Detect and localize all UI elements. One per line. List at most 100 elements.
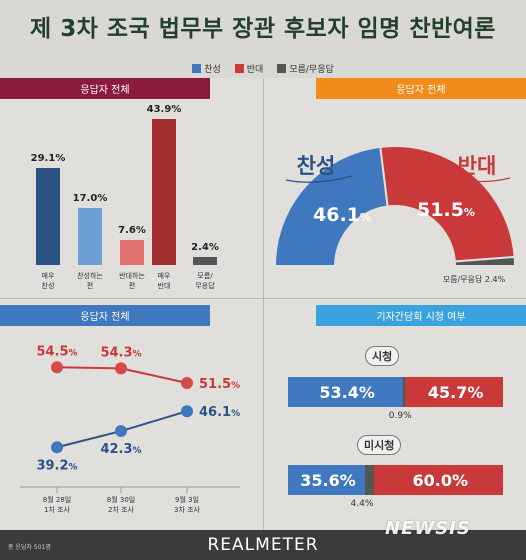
stacked-segment-label: 35.6%: [300, 471, 356, 490]
detail-bar-category: 매우 찬성: [41, 272, 55, 290]
point-value: 54.5: [36, 344, 68, 359]
legend-item-support: 찬성: [192, 60, 221, 76]
point-value: 51.5: [199, 377, 231, 392]
panel-viewing: 기자간담회 시청 여부 시청 53.4% 0.9% 45.7% 미시청 35.6% 4.4%…: [264, 299, 526, 530]
detail-bar: [152, 119, 176, 265]
legend-item-oppose: 반대: [234, 60, 263, 76]
panel1-header: 응답자 전체: [0, 78, 210, 99]
point-unit: %: [133, 349, 142, 359]
stacked-segment: [288, 377, 403, 407]
viewing-stacked-bars: 시청 53.4% 0.9% 45.7% 미시청 35.6% 4.4% 60.0%: [264, 299, 526, 530]
legend-label-support: 찬성: [204, 64, 221, 75]
panel3-header-label: 응답자 전체: [80, 312, 130, 323]
panel4-header-label: 기자간담회 시청 여부: [376, 312, 466, 323]
series-point: [51, 361, 63, 374]
point-value: 54.3: [100, 345, 132, 360]
series-point-label: 42.3%: [100, 442, 141, 457]
series-point-label: 39.2%: [36, 458, 77, 473]
donut-slice: [273, 145, 389, 267]
series-point: [115, 425, 127, 438]
detail-bar-value: 2.4%: [191, 242, 219, 254]
detail-bar: [120, 239, 144, 265]
footer: 총 응답자 501명 REALMETER: [0, 530, 526, 560]
detail-bar-value: 43.9%: [146, 104, 182, 115]
x-tick-label: 8월 28일: [43, 495, 71, 504]
stacked-segment-label: 45.7%: [427, 383, 484, 402]
donut-unknown-value: 2.4%: [485, 275, 506, 284]
legend-swatch-support: [192, 63, 202, 73]
stacked-segment-label: 60.0%: [412, 471, 469, 490]
legend-swatch-oppose: [234, 63, 244, 73]
brand-logo: REALMETER: [207, 535, 319, 555]
series-point-label: 54.3%: [100, 345, 141, 360]
detail-bar-chart: 29.1% 매우 찬성 17.0% 찬성하는 편 7.6% 반대하는 편 43.9% 매우 반…: [0, 78, 263, 298]
donut-label-support: 찬성: [297, 154, 336, 178]
page-title: 제 3차 조국 법무부 장관 후보자 임명 찬반여론: [30, 16, 496, 42]
donut-value-oppose-number: 51.5: [417, 199, 464, 221]
series-point: [181, 405, 193, 418]
stacked-segment: [402, 377, 405, 407]
point-unit: %: [231, 381, 240, 391]
detail-bar: [78, 208, 102, 265]
stacked-segment: [404, 377, 503, 407]
detail-bar-category: 찬성하는 편: [77, 272, 103, 290]
donut-value-oppose: 51.5%: [417, 199, 475, 221]
panel2-header-label: 응답자 전체: [396, 85, 446, 96]
donut-unknown-name: 모름/무응답: [443, 274, 483, 284]
support-underline: [285, 175, 353, 183]
panel-detail-bars: 응답자 전체 29.1% 매우 찬성 17.0% 찬성하는 편 7.6% 반대하는 편 43…: [0, 78, 263, 298]
panel3-header: 응답자 전체: [0, 305, 210, 326]
legend: 찬성 반대 모름/무응답: [0, 60, 526, 76]
x-tick-label: 1차 조사: [44, 505, 71, 514]
viewing-category-pill: 시청: [365, 346, 400, 366]
donut-slice: [453, 255, 517, 267]
stacked-segment: [364, 465, 374, 495]
vertical-divider: [263, 78, 264, 530]
detail-bar: [36, 168, 60, 265]
panel2-header: 응답자 전체: [316, 78, 526, 99]
series-point-label: 51.5%: [199, 377, 240, 392]
donut-value-support-number: 46.1: [313, 204, 360, 226]
x-tick-label: 3차 조사: [174, 505, 201, 514]
panel1-header-label: 응답자 전체: [80, 85, 130, 96]
detail-bar-value: 17.0%: [72, 193, 108, 205]
point-value: 46.1: [199, 405, 231, 420]
series-point: [115, 362, 127, 375]
viewing-category-pill: 미시청: [357, 435, 402, 455]
series-point: [181, 376, 193, 389]
stacked-segment: [374, 465, 503, 495]
detail-bar-category: 모름/ 무응답: [195, 272, 215, 290]
series-point-label: 54.5%: [36, 344, 77, 359]
donut-value-support: 46.1%: [313, 204, 371, 226]
stacked-segment-small-label: 4.4%: [350, 499, 374, 509]
series-point-label: 46.1%: [199, 405, 240, 420]
x-tick-label: 9월 3일: [175, 495, 199, 504]
newsis-watermark: NEWSIS: [385, 518, 471, 539]
footer-note: 총 응답자 501명: [8, 544, 51, 551]
point-unit: %: [69, 462, 78, 472]
stacked-segment: [288, 465, 365, 495]
donut-value-oppose-unit: %: [464, 206, 475, 219]
legend-label-unknown: 모름/무응답: [289, 64, 334, 75]
detail-bar-category: 반대하는 편: [119, 272, 145, 290]
point-value: 42.3: [100, 442, 132, 457]
detail-bar-value: 29.1%: [30, 153, 66, 165]
oppose-underline: [443, 175, 511, 183]
series-point: [51, 441, 63, 454]
point-unit: %: [133, 446, 142, 456]
detail-bar: [193, 257, 217, 265]
point-value: 39.2: [36, 458, 68, 473]
panel-donut: 응답자 전체 찬성 반대 46.1% 51.5% 모름/무응답 2.4%: [264, 78, 526, 298]
panel-trend: 응답자 전체 8월 28일 1차 조사 8월 30일 2차 조사 9월 3일 3차 조사 5…: [0, 299, 263, 530]
stacked-segment-label: 53.4%: [319, 383, 375, 402]
point-unit: %: [69, 348, 78, 358]
donut-slice: [379, 145, 516, 263]
panel4-header: 기자간담회 시청 여부: [316, 305, 526, 326]
stacked-segment-small-label: 0.9%: [388, 411, 412, 421]
donut-value-support-unit: %: [360, 211, 371, 224]
x-tick-label: 8월 30일: [107, 495, 135, 504]
donut-unknown-label: 모름/무응답 2.4%: [443, 274, 506, 284]
point-unit: %: [231, 409, 240, 419]
